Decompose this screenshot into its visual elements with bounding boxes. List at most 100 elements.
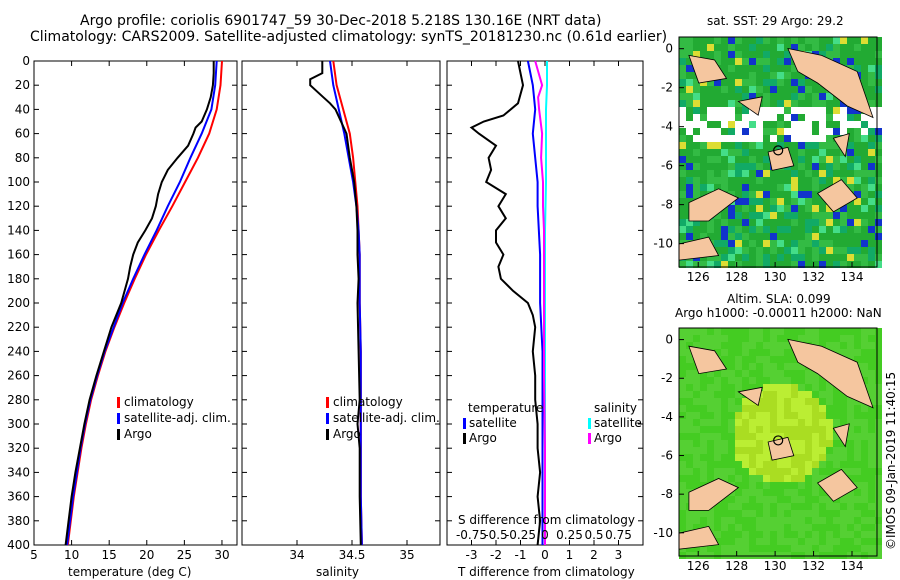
map-cell (742, 405, 749, 412)
map-cell (763, 142, 770, 149)
map-cell (714, 51, 721, 58)
map-cell (805, 191, 812, 198)
map-cell (714, 391, 721, 398)
map-cell (707, 398, 714, 405)
ytick-label: 180 (7, 272, 30, 286)
map-cell (735, 58, 742, 65)
series-line-temperature-0 (66, 60, 223, 546)
map-cell (749, 58, 756, 65)
map-cell (875, 254, 882, 261)
map-cell (861, 468, 868, 475)
map-cell (728, 342, 735, 349)
map-cell (847, 212, 854, 219)
map-cell (861, 191, 868, 198)
map-cell (735, 412, 742, 419)
map-cell (840, 219, 847, 226)
map-cell (721, 510, 728, 517)
map-cell (735, 384, 742, 391)
map-cell (868, 538, 875, 545)
map-cell (763, 205, 770, 212)
map-cell (847, 328, 854, 335)
map-cell (686, 384, 693, 391)
ytick-label: 380 (7, 514, 30, 528)
map-cell (714, 475, 721, 482)
map-cell (777, 524, 784, 531)
map-cell (784, 342, 791, 349)
map-cell (833, 503, 840, 510)
map-cell (756, 226, 763, 233)
map-cell (686, 37, 693, 44)
map-cell (805, 37, 812, 44)
map-cell (847, 135, 854, 142)
map-cell (847, 240, 854, 247)
map-cell (735, 198, 742, 205)
map-cell (707, 142, 714, 149)
map-cell (763, 51, 770, 58)
map-cell (756, 191, 763, 198)
map-cell (805, 468, 812, 475)
map-cell (854, 475, 861, 482)
map-cell (700, 170, 707, 177)
map-cell (826, 461, 833, 468)
map-cell (735, 510, 742, 517)
map-cell (812, 496, 819, 503)
map-cell (763, 254, 770, 261)
map-cell (854, 335, 861, 342)
map-cell (854, 461, 861, 468)
map-cell (868, 545, 875, 552)
map-cell (742, 349, 749, 356)
map-cell (847, 412, 854, 419)
legend-swatch-salinity (326, 397, 329, 408)
map-cell (777, 412, 784, 419)
map-cell (770, 384, 777, 391)
map-cell (742, 93, 749, 100)
legend-title-salinity: salinity (594, 401, 637, 415)
map-cell (721, 356, 728, 363)
map-cell (686, 335, 693, 342)
map-cell (728, 370, 735, 377)
map-cell (847, 37, 854, 44)
map-cell (707, 524, 714, 531)
ytick-label: 160 (7, 248, 30, 262)
map-cell (854, 184, 861, 191)
map-cell (868, 328, 875, 335)
map-cell (721, 384, 728, 391)
map-cell (756, 247, 763, 254)
map-cell (735, 261, 742, 268)
map-cell (854, 496, 861, 503)
map-cell (819, 412, 826, 419)
map-cell (693, 177, 700, 184)
legend-label-sdiff: satellite (594, 416, 642, 430)
map-xtick-label-sst: 126 (687, 270, 710, 284)
map-cell (805, 461, 812, 468)
map-cell (854, 517, 861, 524)
argo-location-marker-sst (773, 145, 784, 156)
map-cell (763, 426, 770, 433)
map-cell (812, 261, 819, 268)
map-cell (700, 142, 707, 149)
map-cell (840, 349, 847, 356)
map-cell (749, 240, 756, 247)
map-cell (749, 384, 756, 391)
map-cell (840, 247, 847, 254)
map-cell (868, 454, 875, 461)
map-cell (770, 531, 777, 538)
map-cell (679, 461, 686, 468)
map-cell (840, 44, 847, 51)
map-cell (721, 44, 728, 51)
map-cell (833, 240, 840, 247)
map-cell (854, 447, 861, 454)
map-cell (756, 377, 763, 384)
map-cell (784, 363, 791, 370)
map-cell (840, 412, 847, 419)
map-cell (791, 370, 798, 377)
map-cell (875, 419, 882, 426)
map-cell (854, 342, 861, 349)
map-cell (875, 205, 882, 212)
map-cell (770, 503, 777, 510)
map-cell (707, 370, 714, 377)
map-cell (784, 349, 791, 356)
map-cell (749, 226, 756, 233)
map-cell (686, 226, 693, 233)
map-cell (784, 233, 791, 240)
